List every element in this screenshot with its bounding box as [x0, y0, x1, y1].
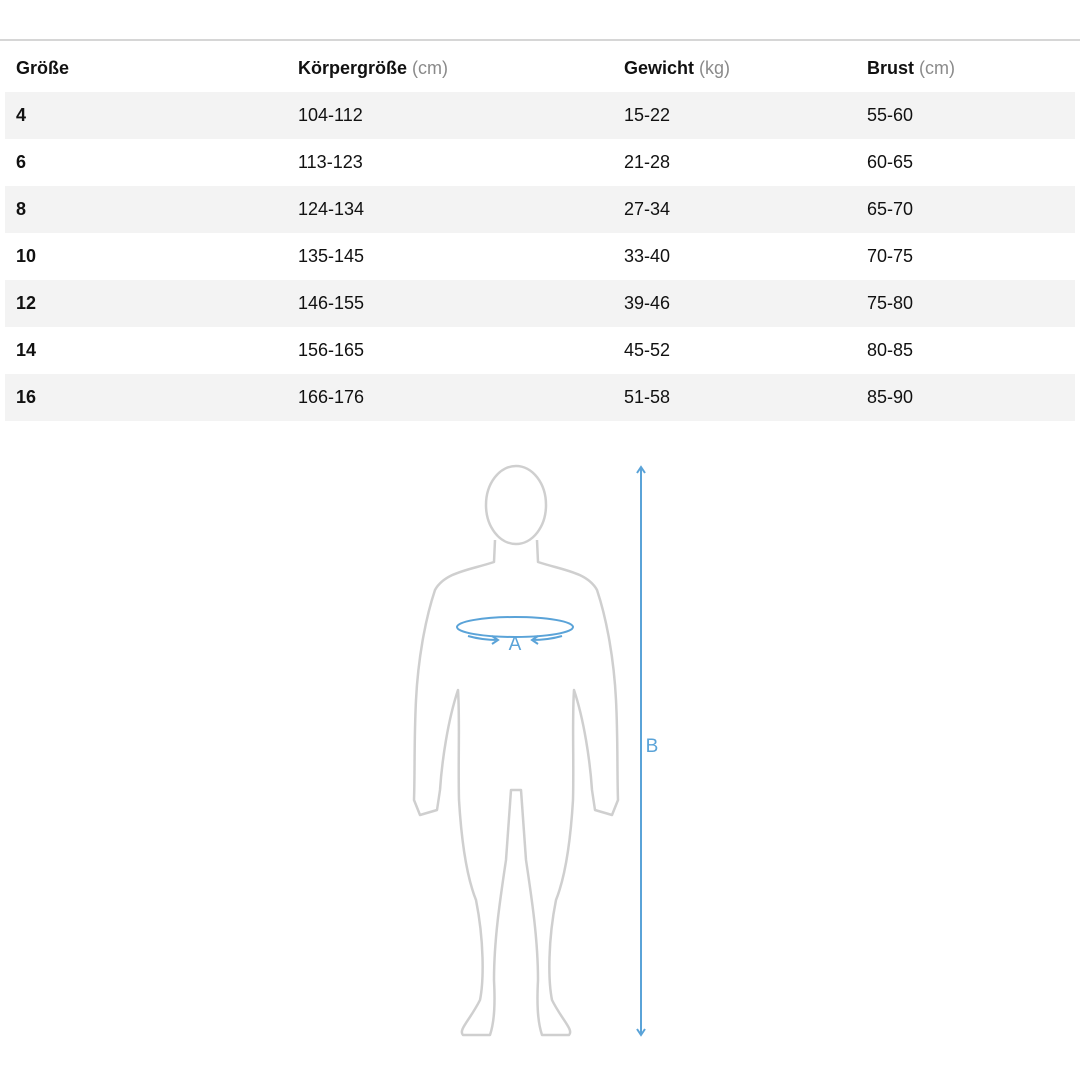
table-row: 4 104-112 15-22 55-60 [5, 92, 1075, 139]
table-cell: 80-85 [867, 340, 914, 360]
table-cell: 85-90 [867, 387, 914, 407]
body-diagram: A B [412, 464, 659, 1037]
table-cell: 70-75 [867, 246, 914, 266]
measure-marks [456, 465, 646, 1037]
table-cell: 33-40 [624, 246, 671, 266]
header-label: Größe [16, 58, 70, 78]
body-outline [412, 464, 620, 1037]
table-cell: 39-46 [624, 293, 671, 313]
table-cell: 10 [16, 246, 37, 266]
header-label: Körpergröße [298, 58, 408, 78]
table-cell: 156-165 [298, 340, 365, 360]
header-label: Brust [867, 58, 915, 78]
header-unit: (kg) [699, 58, 731, 78]
table-row: 14 156-165 45-52 80-85 [5, 327, 1075, 374]
table-cell: 12 [16, 293, 37, 313]
table-cell: 124-134 [298, 199, 365, 219]
table-body: 4 104-112 15-22 55-60 6 113-123 21-28 60-65 8 124… [5, 92, 1075, 421]
table-cell: 21-28 [624, 152, 671, 172]
table-cell: 15-22 [624, 105, 671, 125]
table-row: 6 113-123 21-28 60-65 [5, 139, 1075, 186]
divider [0, 39, 1080, 41]
chest-label: A [509, 634, 522, 655]
table-cell: 166-176 [298, 387, 365, 407]
table-cell: 135-145 [298, 246, 365, 266]
table-row: 8 124-134 27-34 65-70 [5, 186, 1075, 233]
header-row: Größe Körpergröße (cm) Gewicht (kg) Brust (… [5, 45, 1075, 92]
table-cell: 27-34 [624, 199, 671, 219]
table-row: 12 146-155 39-46 75-80 [5, 280, 1075, 327]
table-cell: 45-52 [624, 340, 671, 360]
column-header: Gewicht (kg) [624, 45, 867, 92]
table-cell: 6 [16, 152, 27, 172]
header-unit: (cm) [919, 58, 956, 78]
table-row: 10 135-145 33-40 70-75 [5, 233, 1075, 280]
header-label: Gewicht [624, 58, 695, 78]
table-cell: 113-123 [298, 152, 363, 172]
table-cell: 55-60 [867, 105, 914, 125]
column-header: Brust (cm) [867, 45, 1075, 92]
table-cell: 146-155 [298, 293, 365, 313]
column-header: Größe [5, 45, 298, 92]
table-cell: 60-65 [867, 152, 914, 172]
table-cell: 16 [16, 387, 37, 407]
table-cell: 4 [16, 105, 27, 125]
table-cell: 8 [16, 199, 27, 219]
table-cell: 65-70 [867, 199, 914, 219]
table-cell: 51-58 [624, 387, 671, 407]
table-row: 16 166-176 51-58 85-90 [5, 374, 1075, 421]
table-cell: 75-80 [867, 293, 914, 313]
table-cell: 14 [16, 340, 37, 360]
column-header: Körpergröße (cm) [298, 45, 624, 92]
size-table: Größe Körpergröße (cm) Gewicht (kg) Brust (… [5, 45, 1075, 421]
header-unit: (cm) [412, 58, 449, 78]
height-label: B [646, 736, 659, 757]
table-header: Größe Körpergröße (cm) Gewicht (kg) Brust (… [5, 45, 1075, 92]
table-cell: 104-112 [298, 105, 363, 125]
